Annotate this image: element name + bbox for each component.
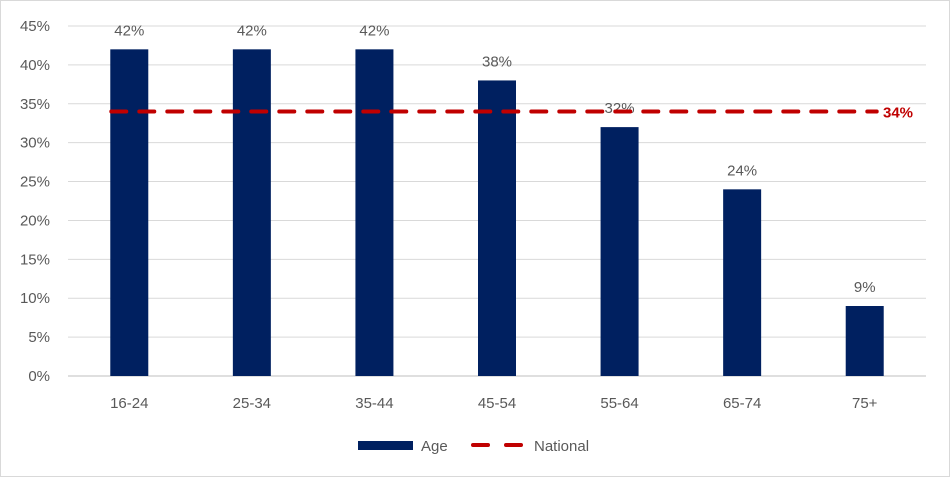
bar xyxy=(600,127,639,376)
legend-label-national: National xyxy=(534,438,589,455)
x-tick-label: 55-64 xyxy=(600,395,638,412)
data-label: 42% xyxy=(359,22,389,39)
y-tick-label: 5% xyxy=(28,329,50,346)
x-tick-label: 75+ xyxy=(852,395,878,412)
x-tick-label: 16-24 xyxy=(110,395,148,412)
legend-label-age: Age xyxy=(421,438,448,455)
data-label: 42% xyxy=(237,22,267,39)
data-label: 32% xyxy=(605,100,635,117)
data-label: 38% xyxy=(482,53,512,70)
y-tick-label: 20% xyxy=(20,212,50,229)
bar xyxy=(232,49,271,376)
y-tick-label: 30% xyxy=(20,135,50,152)
bar xyxy=(723,189,762,376)
y-tick-label: 0% xyxy=(28,368,50,385)
y-tick-label: 45% xyxy=(20,18,50,35)
y-tick-label: 10% xyxy=(20,290,50,307)
y-tick-label: 40% xyxy=(20,57,50,74)
bar xyxy=(355,49,394,376)
bar xyxy=(110,49,149,376)
national-end-label: 34% xyxy=(883,105,913,122)
x-tick-label: 25-34 xyxy=(233,395,271,412)
x-tick-label: 35-44 xyxy=(355,395,393,412)
y-tick-label: 35% xyxy=(20,96,50,113)
data-label: 9% xyxy=(854,279,876,296)
data-label: 42% xyxy=(114,22,144,39)
data-label: 24% xyxy=(727,162,757,179)
x-tick-label: 65-74 xyxy=(723,395,761,412)
bar xyxy=(845,306,884,376)
bar xyxy=(478,80,516,376)
legend: Age National xyxy=(358,438,589,455)
y-tick-label: 15% xyxy=(20,251,50,268)
legend-swatch-age xyxy=(358,441,413,450)
x-tick-label: 45-54 xyxy=(478,395,516,412)
y-tick-label: 25% xyxy=(20,174,50,191)
